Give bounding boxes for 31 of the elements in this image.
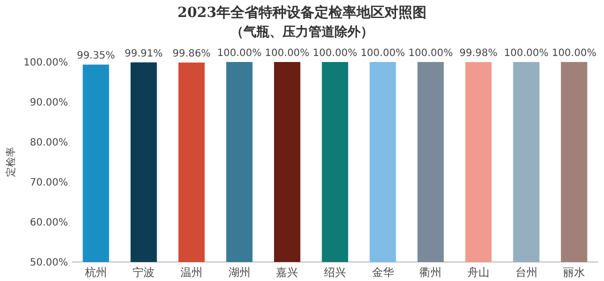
- x-tick-label: 舟山: [467, 266, 490, 279]
- x-tick-label: 台州: [515, 266, 538, 279]
- data-label: 99.98%: [459, 48, 498, 60]
- x-tick-label: 衢州: [420, 266, 442, 279]
- data-label: 100.00%: [408, 48, 453, 59]
- x-tick-label: 绍兴: [324, 266, 346, 279]
- data-label: 99.91%: [124, 48, 163, 60]
- y-tick-label: 70.00%: [30, 178, 68, 188]
- x-tick-label: 丽水: [563, 266, 586, 279]
- x-tick-label: 金华: [372, 266, 394, 279]
- data-label: 100.00%: [360, 48, 406, 59]
- data-label: 100.00%: [264, 48, 310, 59]
- y-axis-title: 定检率: [5, 147, 17, 177]
- chart-subtitle: （气瓶、压力管道除外）: [230, 25, 374, 40]
- x-tick-label: 温州: [180, 266, 203, 279]
- chart-title: 2023年全省特种设备定检率地区对照图: [178, 4, 426, 21]
- x-tick-label: 杭州: [84, 266, 107, 279]
- y-tick-label: 100.00%: [24, 58, 68, 68]
- x-tick-label: 嘉兴: [276, 266, 298, 279]
- data-label: 100.00%: [504, 48, 549, 59]
- data-label: 99.35%: [76, 50, 115, 62]
- y-tick-label: 90.00%: [30, 98, 68, 108]
- data-label: 100.00%: [552, 48, 596, 59]
- data-label: 99.86%: [172, 48, 211, 60]
- data-label: 100.00%: [312, 48, 358, 59]
- x-tick-label: 湖州: [228, 266, 250, 279]
- x-tick-label: 宁波: [132, 266, 155, 279]
- y-tick-label: 60.00%: [30, 218, 68, 228]
- y-tick-label: 80.00%: [30, 138, 68, 148]
- y-tick-label: 50.00%: [30, 258, 68, 268]
- data-label: 100.00%: [217, 48, 262, 59]
